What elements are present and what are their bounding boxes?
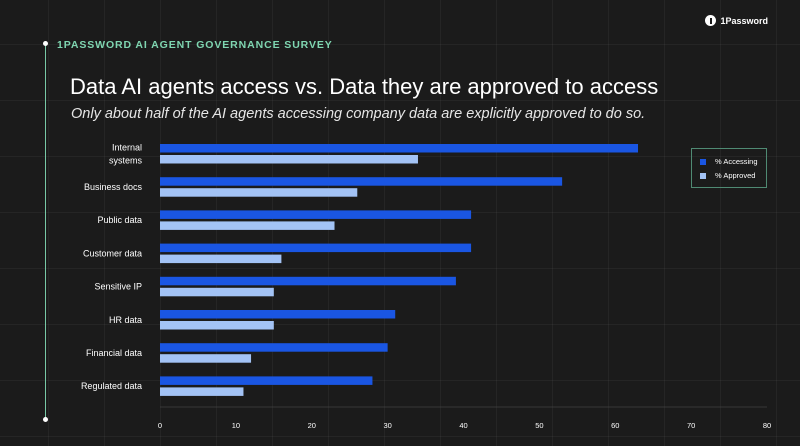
timeline-dot-top bbox=[43, 41, 48, 46]
category-label-sensitive-ip: Sensitive IP bbox=[94, 282, 142, 292]
x-tick-label: 50 bbox=[535, 421, 543, 430]
onepassword-logo-icon bbox=[705, 15, 717, 26]
bar-approved-financial-data bbox=[160, 354, 252, 363]
x-tick-label: 60 bbox=[611, 421, 619, 430]
category-label-business-docs: Business docs bbox=[84, 182, 143, 192]
category-label-internal-systems: Internal bbox=[112, 142, 142, 152]
logo-text: 1Password bbox=[720, 15, 768, 26]
bar-accessing-sensitive-ip bbox=[160, 276, 456, 286]
bar-approved-internal-systems bbox=[160, 155, 418, 164]
category-label-internal-systems: systems bbox=[109, 155, 143, 165]
legend-label-approved: % Approved bbox=[715, 171, 756, 180]
x-tick-label: 10 bbox=[232, 421, 240, 430]
x-tick-label: 70 bbox=[687, 421, 695, 430]
bar-approved-sensitive-ip bbox=[160, 287, 274, 297]
bar-accessing-public-data bbox=[160, 210, 472, 219]
x-tick-label: 30 bbox=[383, 421, 391, 430]
bar-approved-hr-data bbox=[160, 321, 274, 330]
bar-accessing-regulated-data bbox=[160, 376, 373, 385]
category-label-regulated-data: Regulated data bbox=[81, 381, 142, 391]
survey-label: 1PASSWORD AI AGENT GOVERNANCE SURVEY bbox=[57, 39, 333, 51]
x-tick-label: 80 bbox=[763, 421, 771, 430]
category-label-financial-data: Financial data bbox=[86, 348, 142, 358]
x-tick-label: 40 bbox=[459, 421, 467, 430]
bar-accessing-hr-data bbox=[160, 310, 396, 319]
legend-item-approved: % Approved bbox=[700, 171, 755, 180]
x-tick-label: 0 bbox=[158, 421, 162, 430]
chart-legend: % Accessing % Approved bbox=[691, 148, 767, 188]
bar-accessing-financial-data bbox=[160, 343, 388, 352]
bar-accessing-business-docs bbox=[160, 177, 563, 186]
chart-subtitle: Only about half of the AI agents accessi… bbox=[71, 106, 646, 122]
legend-swatch-accessing bbox=[700, 158, 706, 165]
brand-logo: 1Password bbox=[705, 15, 768, 26]
category-label-customer-data: Customer data bbox=[83, 248, 142, 258]
chart-title: Data AI agents access vs. Data they are … bbox=[70, 74, 659, 99]
bar-approved-customer-data bbox=[160, 254, 282, 264]
x-tick-label: 20 bbox=[308, 421, 316, 430]
bar-accessing-customer-data bbox=[160, 243, 472, 253]
legend-item-accessing: % Accessing bbox=[700, 157, 758, 166]
legend-label-accessing: % Accessing bbox=[715, 157, 758, 166]
timeline-dot-bottom bbox=[43, 417, 48, 422]
bar-approved-regulated-data bbox=[160, 387, 244, 396]
timeline-line bbox=[45, 44, 46, 420]
legend-swatch-approved bbox=[700, 172, 706, 179]
bar-approved-business-docs bbox=[160, 188, 358, 197]
category-label-public-data: Public data bbox=[97, 215, 142, 225]
bar-approved-public-data bbox=[160, 221, 335, 230]
category-label-hr-data: HR data bbox=[109, 315, 142, 325]
bar-accessing-internal-systems bbox=[160, 144, 639, 153]
